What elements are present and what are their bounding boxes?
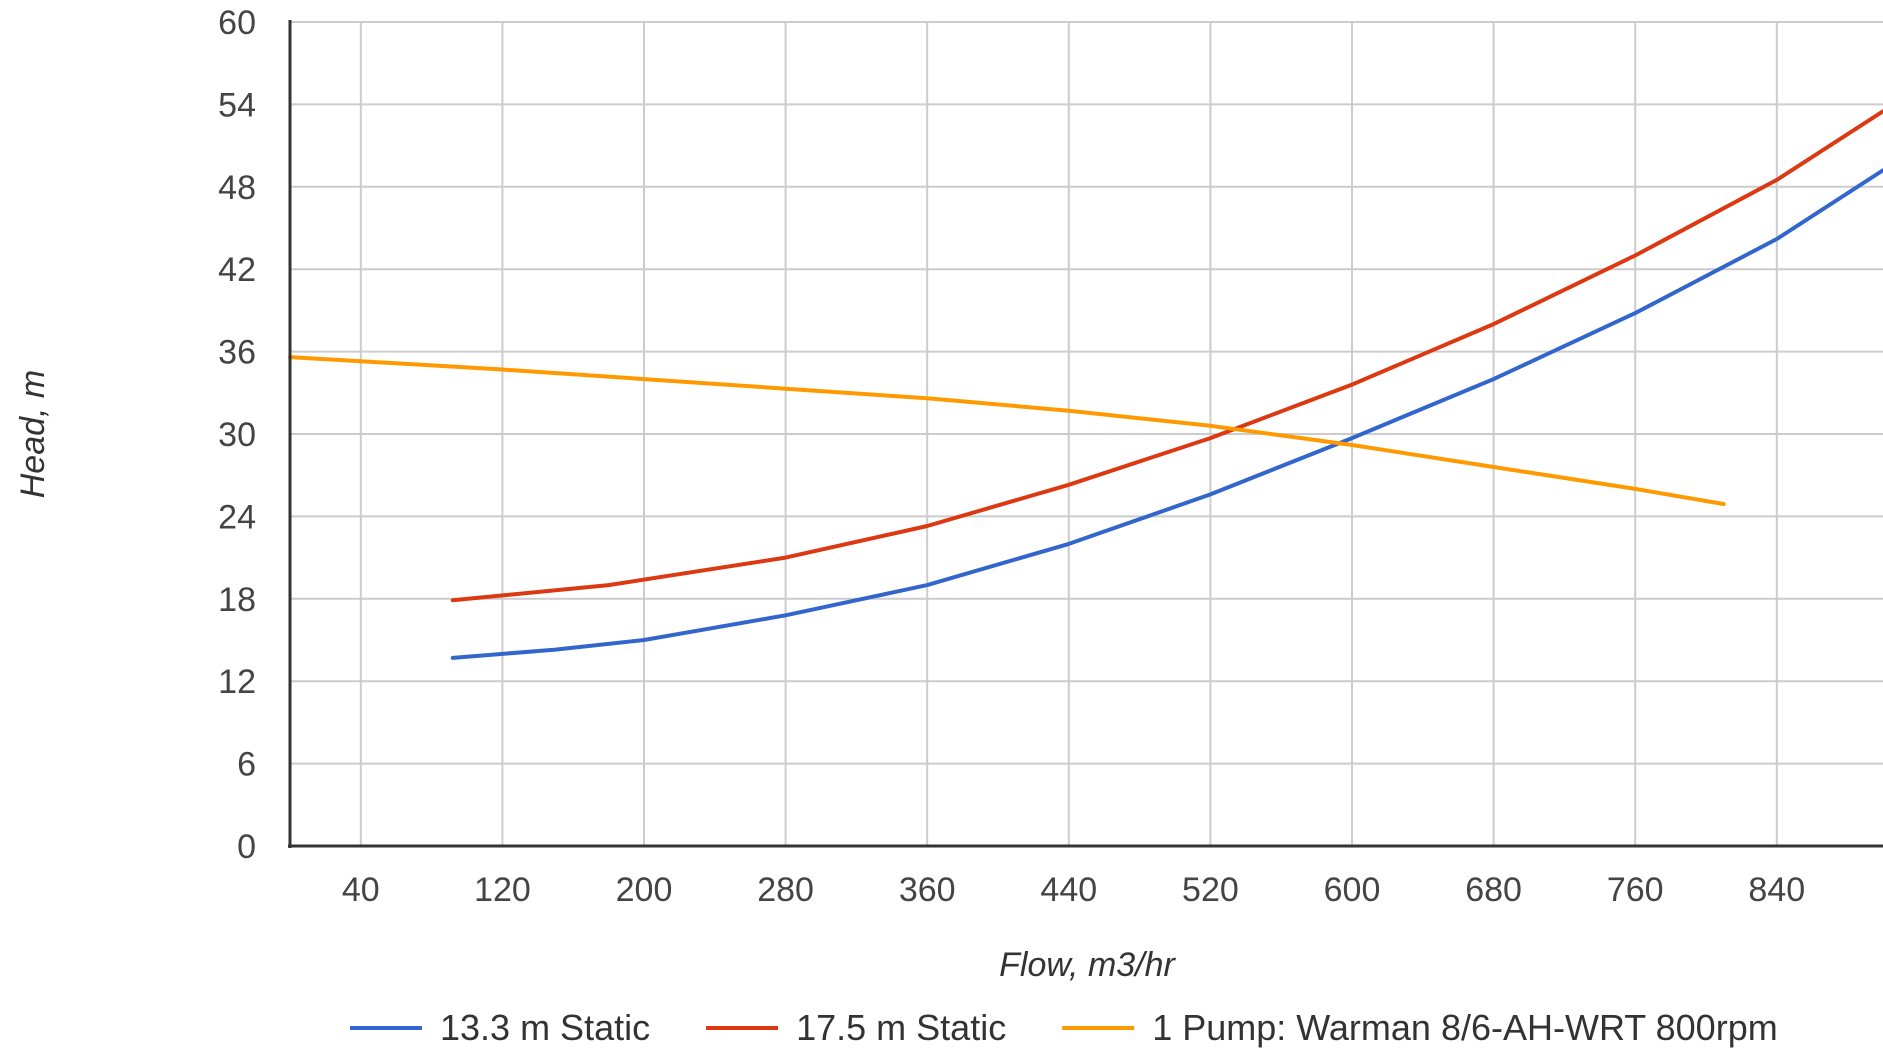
x-tick-label: 600 — [1324, 871, 1381, 909]
x-axis-title: Flow, m3/hr — [999, 946, 1176, 984]
x-tick-label: 360 — [899, 871, 956, 909]
series-lines — [288, 109, 1883, 660]
y-tick-label: 6 — [237, 746, 256, 784]
legend-item-1: 13.3 m Static — [350, 1007, 650, 1048]
y-tick-label: 30 — [218, 416, 256, 454]
gridlines — [290, 21, 1883, 846]
y-tick-label: 24 — [218, 498, 256, 536]
y-tick-label: 0 — [237, 828, 256, 866]
tick-labels: 0 6 12 18 24 30 36 42 48 54 60 40 120 200 280 360 440 520… — [218, 4, 1805, 909]
y-tick-label: 48 — [218, 169, 256, 207]
legend-item-2: 17.5 m Static — [706, 1007, 1006, 1048]
y-tick-label: 12 — [218, 663, 256, 701]
legend-item-3: 1 Pump: Warman 8/6-AH-WRT 800rpm — [1062, 1007, 1778, 1048]
series-line-1 — [450, 168, 1883, 660]
series-line-2 — [450, 109, 1883, 603]
y-axis-title: Head, m — [14, 370, 52, 499]
legend-label: 1 Pump: Warman 8/6-AH-WRT 800rpm — [1152, 1007, 1778, 1048]
y-tick-label: 18 — [218, 581, 256, 619]
y-tick-label: 54 — [218, 86, 256, 124]
legend: 13.3 m Static 17.5 m Static 1 Pump: Warman… — [350, 1007, 1778, 1048]
x-tick-label: 520 — [1182, 871, 1239, 909]
x-tick-label: 120 — [474, 871, 531, 909]
x-tick-label: 760 — [1607, 871, 1664, 909]
x-tick-label: 200 — [616, 871, 673, 909]
x-tick-label: 40 — [342, 871, 380, 909]
x-tick-label: 840 — [1748, 871, 1805, 909]
x-tick-label: 440 — [1040, 871, 1097, 909]
x-tick-label: 280 — [757, 871, 814, 909]
legend-label: 17.5 m Static — [796, 1007, 1006, 1048]
axes — [288, 20, 1883, 848]
legend-label: 13.3 m Static — [440, 1007, 650, 1048]
series-line-3 — [288, 355, 1726, 506]
y-tick-label: 36 — [218, 334, 256, 372]
x-tick-label: 680 — [1465, 871, 1522, 909]
y-tick-label: 42 — [218, 251, 256, 289]
y-tick-label: 60 — [218, 4, 256, 42]
